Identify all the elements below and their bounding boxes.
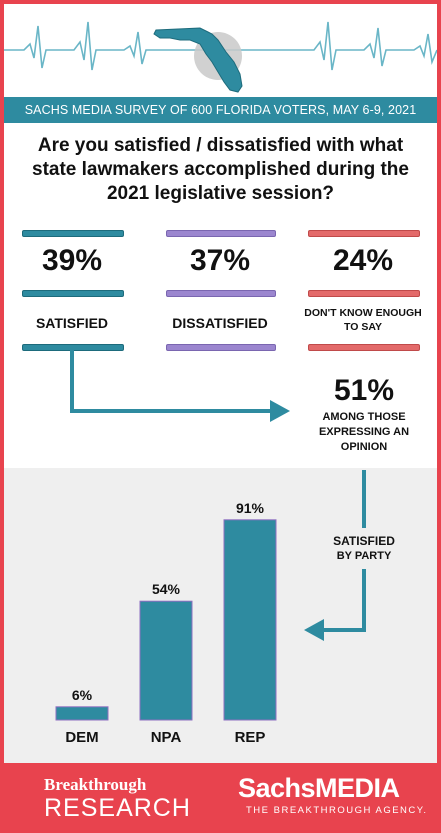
category-label-npa: NPA bbox=[151, 729, 182, 746]
sachs-media-tagline: THE BREAKTHROUGH AGENCY. bbox=[246, 805, 428, 816]
opinion-percent: 51% bbox=[333, 374, 395, 407]
party-chart-panel: 6% DEM 54% NPA 91% REP bbox=[4, 468, 437, 763]
dissatisfied-label: DISSATISFIED bbox=[172, 315, 268, 331]
breakthrough-logo-line1: Breakthrough bbox=[44, 775, 147, 794]
sachs-media-logo: SachsMEDIA bbox=[238, 773, 400, 803]
category-label-dem: DEM bbox=[65, 729, 98, 746]
breakthrough-logo-line2: RESEARCH bbox=[44, 794, 191, 822]
party-caption-line2: BY PARTY bbox=[336, 550, 392, 562]
value-label-dem: 6% bbox=[72, 687, 93, 703]
dissatisfied-bottom-bar bbox=[166, 344, 276, 351]
satisfied-mid-bar bbox=[22, 290, 124, 297]
survey-question: Are you satisfied / dissatisfied with wh… bbox=[32, 135, 409, 204]
party-bar-chart: 6% DEM 54% NPA 91% REP bbox=[55, 500, 277, 746]
party-caption-line1: SATISFIED bbox=[333, 534, 395, 548]
satisfied-top-bar bbox=[22, 230, 124, 237]
satisfied-label: SATISFIED bbox=[35, 315, 109, 331]
satisfied-percent: 39% bbox=[41, 244, 103, 277]
arrow-head-right-icon bbox=[270, 400, 290, 422]
bar-npa bbox=[139, 600, 193, 721]
dontknow-bottom-bar bbox=[308, 344, 420, 351]
dissatisfied-percent: 37% bbox=[189, 244, 251, 277]
dissatisfied-top-bar bbox=[166, 230, 276, 237]
satisfied-bottom-bar bbox=[22, 344, 124, 351]
bar-dem bbox=[55, 706, 109, 721]
heartbeat-line-icon bbox=[4, 21, 437, 71]
footer: Breakthrough RESEARCH SachsMEDIA THE BRE… bbox=[4, 763, 437, 829]
florida-map-icon bbox=[153, 27, 243, 93]
dontknow-top-bar bbox=[308, 230, 420, 237]
arrow-to-opinion-icon bbox=[70, 350, 274, 413]
value-label-npa: 54% bbox=[152, 581, 181, 597]
dissatisfied-mid-bar bbox=[166, 290, 276, 297]
dontknow-label: DON'T KNOW ENOUGH TO SAY bbox=[304, 307, 422, 333]
category-label-rep: REP bbox=[235, 729, 266, 746]
bar-rep bbox=[223, 519, 277, 721]
survey-banner: SACHS MEDIA SURVEY OF 600 FLORIDA VOTERS… bbox=[4, 97, 437, 123]
opinion-caption: AMONG THOSE EXPRESSING AN OPINION bbox=[318, 411, 410, 453]
dontknow-mid-bar bbox=[308, 290, 420, 297]
dontknow-percent: 24% bbox=[332, 244, 394, 277]
value-label-rep: 91% bbox=[236, 500, 265, 516]
heartbeat-florida-graphic bbox=[4, 21, 437, 93]
